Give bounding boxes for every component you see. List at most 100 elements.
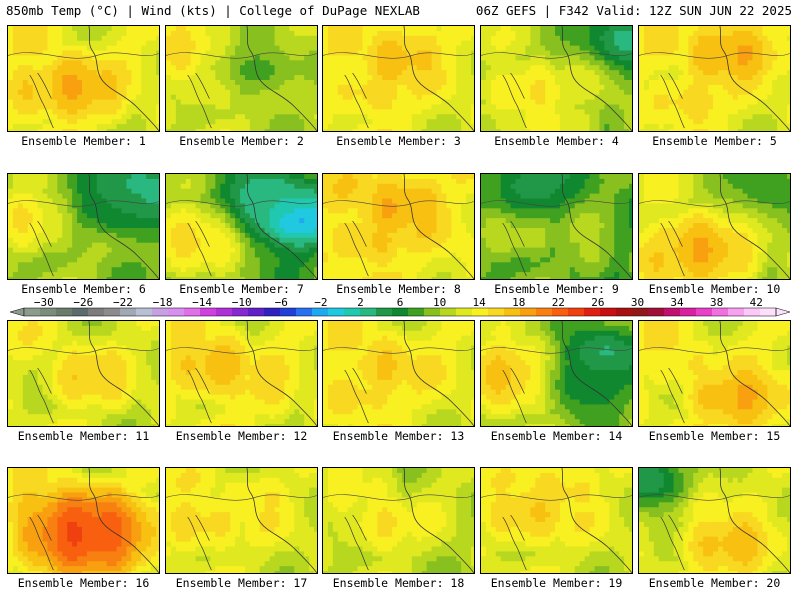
map-title: 850mb Temp (°C) | Wind (kts) | College o… <box>6 3 420 18</box>
coastline <box>403 321 474 426</box>
colorbar-swatch <box>200 308 217 316</box>
colorbar-swatch <box>88 308 105 316</box>
colorbar-tick-label: −18 <box>153 297 173 309</box>
colorbar-swatch <box>376 308 393 316</box>
colorbar-swatch <box>584 308 601 316</box>
ensemble-member-map <box>165 25 318 132</box>
colorbar-max-arrow <box>775 307 790 317</box>
colorbar-swatch <box>120 308 137 316</box>
ensemble-member-label: Ensemble Member: 14 <box>490 429 623 443</box>
colorbar-swatch <box>680 308 697 316</box>
coastline <box>561 468 632 573</box>
ensemble-member-label: Ensemble Member: 15 <box>648 429 781 443</box>
height-contour <box>8 494 159 501</box>
model-run-info: 06Z GEFS | F342 Valid: 12Z SUN JUN 22 20… <box>475 3 792 18</box>
colorbar-tick-label: 26 <box>591 297 604 309</box>
colorbar-swatch <box>616 308 633 316</box>
colorbar-swatch <box>728 308 745 316</box>
height-contour <box>639 494 790 501</box>
height-contour <box>166 52 317 59</box>
ensemble-member-label: Ensemble Member: 13 <box>332 429 465 443</box>
colorbar-swatch <box>24 308 41 316</box>
colorbar-tick-label: −2 <box>314 297 327 309</box>
ensemble-member-label: Ensemble Member: 20 <box>648 576 781 590</box>
colorbar-tick-label: 6 <box>397 297 404 309</box>
coastline <box>246 26 317 131</box>
colorbar-swatch <box>632 308 649 316</box>
coastline <box>403 26 474 131</box>
ensemble-member-map <box>480 173 633 280</box>
terrain-contour <box>344 220 369 277</box>
height-contour <box>8 200 159 207</box>
coastline <box>246 468 317 573</box>
ensemble-member-label: Ensemble Member: 7 <box>179 282 304 296</box>
ensemble-member-label: Ensemble Member: 17 <box>175 576 308 590</box>
height-contour <box>639 200 790 207</box>
ensemble-member-label: Ensemble Member: 8 <box>336 282 461 296</box>
ensemble-member-map <box>638 173 791 280</box>
colorbar-swatch <box>56 308 73 316</box>
height-contour <box>166 494 317 501</box>
ensemble-member-label: Ensemble Member: 1 <box>21 134 146 148</box>
height-contour <box>481 494 632 501</box>
height-contour <box>639 347 790 354</box>
colorbar-swatch <box>264 308 281 316</box>
terrain-contour <box>502 367 527 424</box>
colorbar-tick-label: 18 <box>512 297 525 309</box>
height-contour <box>8 52 159 59</box>
colorbar-swatch <box>712 308 729 316</box>
colorbar-tick-label: −30 <box>34 297 54 309</box>
colorbar-tick-label: 34 <box>670 297 684 309</box>
ensemble-member-map <box>322 25 475 132</box>
ensemble-member-label: Ensemble Member: 10 <box>648 282 781 296</box>
coastline <box>246 174 317 279</box>
coastline <box>561 26 632 131</box>
colorbar-swatch <box>184 308 201 316</box>
colorbar-tick-label: 14 <box>473 297 487 309</box>
coastline <box>88 26 159 131</box>
terrain-contour <box>660 220 685 277</box>
height-contour <box>323 494 474 501</box>
colorbar-swatch <box>568 308 585 316</box>
colorbar-swatch <box>504 308 521 316</box>
terrain-contour <box>29 367 54 424</box>
ensemble-member-label: Ensemble Member: 12 <box>175 429 308 443</box>
coastline <box>719 26 790 131</box>
colorbar-swatch <box>424 308 441 316</box>
coastline <box>88 468 159 573</box>
colorbar-tick-label: −22 <box>113 297 133 309</box>
ensemble-member-map <box>165 320 318 427</box>
ensemble-member-map <box>165 467 318 574</box>
height-contour <box>323 347 474 354</box>
colorbar-tick-label: 2 <box>357 297 364 309</box>
colorbar-swatch <box>168 308 185 316</box>
terrain-contour <box>187 367 212 424</box>
height-contour <box>481 52 632 59</box>
terrain-contour <box>344 514 369 571</box>
colorbar-swatch <box>392 308 409 316</box>
colorbar-swatch <box>328 308 345 316</box>
colorbar-swatch <box>312 308 329 316</box>
colorbar-swatch <box>552 308 569 316</box>
colorbar-swatch <box>744 308 761 316</box>
colorbar-swatch <box>216 308 233 316</box>
ensemble-member-map <box>638 467 791 574</box>
ensemble-member-label: Ensemble Member: 4 <box>494 134 619 148</box>
ensemble-member-map <box>480 25 633 132</box>
colorbar-swatch <box>408 308 425 316</box>
colorbar-swatch <box>136 308 153 316</box>
colorbar-swatch <box>648 308 665 316</box>
colorbar-min-arrow <box>10 307 25 317</box>
colorbar-swatch <box>536 308 553 316</box>
colorbar-swatch <box>664 308 681 316</box>
colorbar-tick-label: 30 <box>631 297 644 309</box>
colorbar-swatch <box>760 308 777 316</box>
coastline <box>403 468 474 573</box>
terrain-contour <box>502 72 527 129</box>
colorbar-swatch <box>152 308 169 316</box>
coastline <box>88 321 159 426</box>
colorbar-swatch <box>40 308 57 316</box>
ensemble-member-map <box>322 467 475 574</box>
colorbar-swatch <box>520 308 537 316</box>
terrain-contour <box>344 367 369 424</box>
